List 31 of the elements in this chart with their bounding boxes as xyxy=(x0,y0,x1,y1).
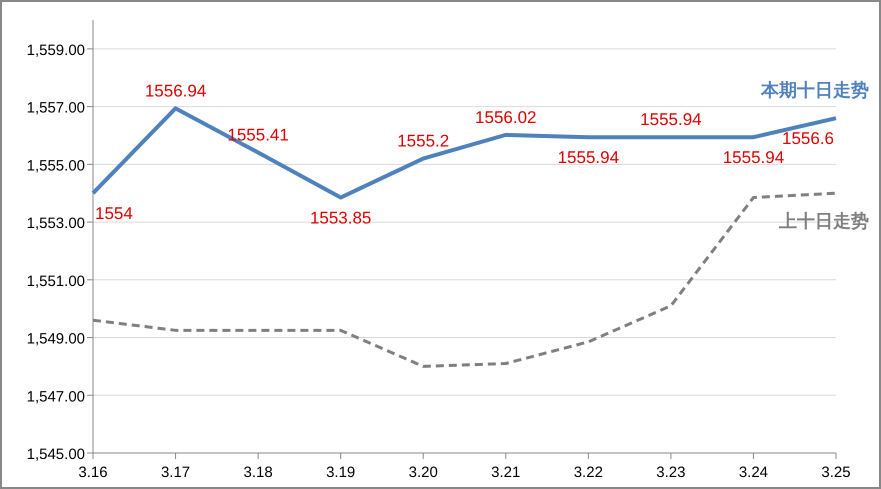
data-label: 1556.94 xyxy=(144,81,206,100)
data-label: 1556.6 xyxy=(782,129,834,148)
line-series xyxy=(91,106,838,200)
y-tick-label: 1,547.00 xyxy=(26,388,85,406)
y-tick-label: 1,545.00 xyxy=(26,446,85,463)
series-label: 本期十日走势 xyxy=(760,80,869,100)
x-tick-label: 3.24 xyxy=(738,464,768,481)
data-label: 1555.94 xyxy=(558,148,620,168)
data-label: 1555.41 xyxy=(227,126,289,144)
x-tick-label: 3.17 xyxy=(160,464,190,481)
x-tick-label: 3.22 xyxy=(574,464,603,481)
data-label: 1556.02 xyxy=(475,108,537,127)
y-tick-label: 1,557.00 xyxy=(26,100,85,117)
x-tick-label: 3.20 xyxy=(408,464,438,481)
data-label: 1553.85 xyxy=(310,208,372,228)
y-tick-label: 1,549.00 xyxy=(26,330,85,348)
data-label: 1555.94 xyxy=(722,148,784,168)
y-tick-label: 1,551.00 xyxy=(26,272,85,290)
data-label: 1555.2 xyxy=(397,132,450,151)
data-label: 1555.94 xyxy=(640,110,702,130)
x-tick-label: 3.18 xyxy=(244,464,273,481)
x-tick-label: 3.25 xyxy=(821,464,851,481)
y-tick-label: 1,553.00 xyxy=(26,215,85,232)
x-tick-label: 3.23 xyxy=(656,464,686,481)
x-tick-label: 3.19 xyxy=(326,464,356,481)
y-tick-label: 1,555.00 xyxy=(26,157,85,174)
x-tick-label: 3.21 xyxy=(491,464,520,481)
data-label: 1554 xyxy=(95,204,133,224)
y-tick-label: 1,559.00 xyxy=(26,42,85,59)
series-label: 上十日走势 xyxy=(778,211,869,232)
x-tick-label: 3.16 xyxy=(78,464,108,481)
